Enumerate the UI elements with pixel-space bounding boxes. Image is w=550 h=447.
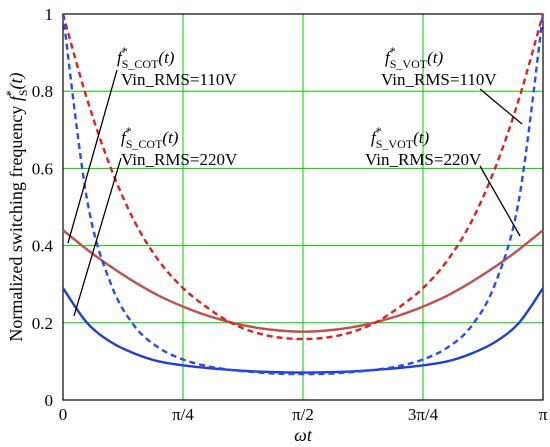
y-tick-label: 1	[45, 5, 54, 24]
x-tick-label: 3π/4	[408, 405, 439, 424]
y-tick-label: 0.2	[32, 314, 53, 333]
x-tick-label: π	[539, 405, 548, 424]
annotation-cot-220-value: Vin_RMS=220V	[121, 150, 238, 169]
series-group	[61, 13, 545, 376]
x-axis-label: ωt	[294, 425, 313, 445]
y-tick-label: 0.8	[32, 82, 53, 101]
annotation-vot-220-title: f* S_VOT(t)	[371, 124, 429, 151]
tick-labels: 0 π/4 π/2 3π/4 π 0 0.2 0.4 0.6 0.8 1	[32, 5, 548, 424]
y-axis-label-arg: (t)	[6, 72, 27, 89]
annotation-cot-220-title: f* S_COT(t)	[121, 124, 179, 151]
y-tick-label: 0.6	[32, 159, 53, 178]
annotation-vot-110-leader	[479, 88, 523, 125]
x-tick-label: 0	[59, 405, 68, 424]
series-line-0	[62, 229, 544, 333]
annotation-cot-110-leader	[67, 69, 118, 244]
series-line-1	[62, 287, 544, 374]
y-tick-label: 0	[45, 391, 54, 410]
y-tick-label: 0.4	[32, 237, 54, 256]
annotation-vot-110-value: Vin_RMS=110V	[381, 70, 497, 89]
y-axis-label: Normalized switching frequency f*S(t)	[3, 72, 30, 341]
annotation-cot-110-title: f* S_COT(t)	[117, 44, 175, 71]
annotation-cot-110-value: Vin_RMS=110V	[121, 70, 237, 89]
plot-frame	[62, 13, 544, 401]
series-line-2	[61, 13, 545, 341]
x-tick-label: π/2	[292, 405, 314, 424]
series-line-3	[61, 13, 545, 376]
annotation-vot-110-title: f* S_VOT(t)	[385, 44, 443, 71]
y-axis-label-sub: S	[16, 89, 30, 96]
y-axis-label-text: Normalized switching frequency	[6, 101, 26, 341]
y-axis-label-f: f	[6, 93, 26, 101]
x-tick-label: π/4	[172, 405, 194, 424]
annotation-cot-220-leader	[73, 157, 122, 317]
annotation-vot-220-leader	[479, 165, 521, 237]
y-axis-label-sup: *	[3, 90, 17, 96]
annotations: f* S_COT(t) Vin_RMS=110V f* S_COT(t) Vin_R…	[67, 44, 523, 317]
annotation-vot-220-value: Vin_RMS=220V	[365, 150, 482, 169]
